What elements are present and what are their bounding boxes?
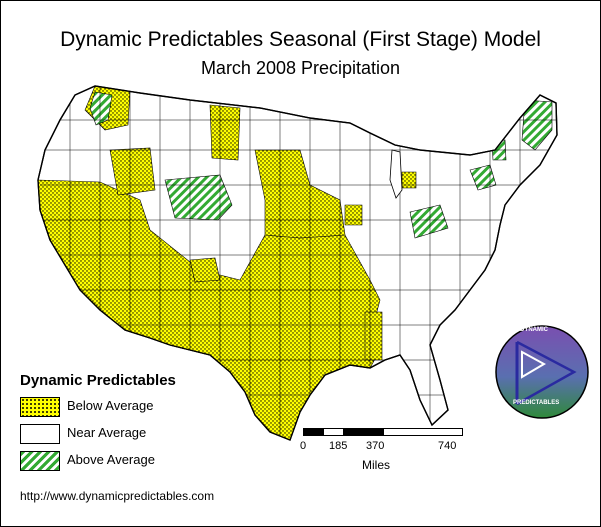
above-average-region — [521, 99, 553, 151]
scale-segment — [303, 428, 325, 436]
scale-tick: 370 — [366, 440, 385, 452]
scale-segment — [383, 428, 463, 436]
legend-swatch-near — [20, 424, 60, 444]
scale-tick: 740 — [438, 440, 457, 452]
logo-bottom-text: PREDICTABLES — [513, 400, 560, 406]
below-average-region — [209, 104, 241, 161]
scale-tick: 0 — [300, 440, 307, 452]
below-average-region — [401, 171, 417, 189]
below-average-region — [109, 147, 156, 196]
page-title: Dynamic Predictables Seasonal (First Sta… — [60, 28, 541, 51]
scale-tick: 185 — [329, 440, 348, 452]
great-lake — [389, 149, 403, 199]
us-border — [37, 85, 558, 441]
page-subtitle: March 2008 Precipitation — [200, 58, 401, 78]
legend-label-near: Near Average — [67, 425, 147, 440]
scale-units: Miles — [362, 458, 391, 472]
legend-swatch-below — [20, 397, 60, 417]
legend-label-below: Below Average — [67, 398, 154, 413]
below-average-region — [254, 149, 346, 239]
site-url: http://www.dynamicpredictables.com — [20, 489, 215, 503]
dynamic-predictables-logo — [495, 325, 589, 419]
legend-label-above: Above Average — [67, 452, 155, 467]
scale-segment — [343, 428, 385, 436]
scale-bar — [303, 428, 463, 436]
legend-swatch-above — [20, 451, 60, 471]
below-average-region — [189, 257, 221, 283]
below-average-region — [364, 311, 383, 361]
scale-segment — [323, 428, 345, 436]
below-average-region — [344, 204, 363, 226]
logo-top-text: DYNAMIC — [520, 327, 548, 333]
above-average-region — [89, 91, 113, 126]
above-average-region — [164, 174, 233, 221]
legend-title: Dynamic Predictables — [20, 372, 176, 389]
